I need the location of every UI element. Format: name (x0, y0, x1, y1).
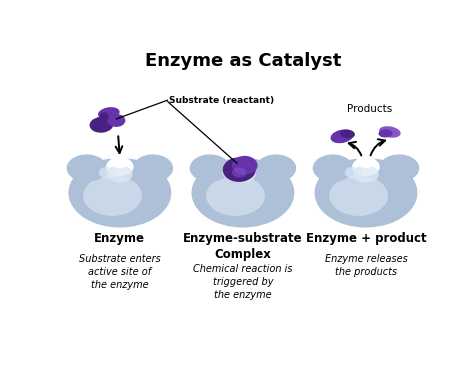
Ellipse shape (330, 129, 354, 143)
Ellipse shape (232, 167, 246, 177)
Text: Substrate (reactant): Substrate (reactant) (169, 96, 274, 105)
Text: shutterstock·: shutterstock· (14, 358, 109, 371)
Ellipse shape (223, 157, 256, 182)
Ellipse shape (313, 155, 353, 182)
Text: Substrate enters
active site of
the enzyme: Substrate enters active site of the enzy… (79, 253, 161, 290)
Ellipse shape (234, 154, 252, 168)
Ellipse shape (66, 155, 107, 182)
Ellipse shape (315, 158, 418, 227)
Ellipse shape (256, 155, 296, 182)
Ellipse shape (68, 158, 171, 227)
Ellipse shape (379, 129, 392, 138)
Ellipse shape (230, 165, 256, 183)
Text: Enzyme as Catalyst: Enzyme as Catalyst (145, 52, 341, 70)
Text: Enzyme-substrate
Complex: Enzyme-substrate Complex (183, 232, 303, 261)
Ellipse shape (133, 155, 173, 182)
Text: Enzyme releases
the products: Enzyme releases the products (325, 253, 407, 277)
Ellipse shape (191, 158, 294, 227)
Ellipse shape (379, 126, 401, 138)
Text: Enzyme: Enzyme (94, 232, 146, 245)
Ellipse shape (100, 112, 109, 121)
Ellipse shape (107, 165, 133, 183)
Ellipse shape (110, 154, 129, 168)
Ellipse shape (83, 175, 142, 216)
Ellipse shape (98, 107, 119, 119)
Ellipse shape (107, 114, 125, 127)
Ellipse shape (329, 175, 388, 216)
Ellipse shape (206, 175, 265, 216)
Ellipse shape (222, 167, 238, 178)
Ellipse shape (340, 130, 355, 138)
Ellipse shape (190, 155, 230, 182)
Text: Enzyme + product: Enzyme + product (306, 232, 426, 245)
Ellipse shape (357, 154, 375, 168)
Ellipse shape (345, 167, 361, 178)
Ellipse shape (99, 167, 115, 178)
Ellipse shape (232, 156, 257, 175)
Ellipse shape (379, 155, 419, 182)
Ellipse shape (229, 157, 257, 176)
Text: Chemical reaction is
triggered by
the enzyme: Chemical reaction is triggered by the en… (193, 264, 292, 300)
Text: Products: Products (347, 105, 392, 114)
Ellipse shape (353, 165, 379, 183)
Ellipse shape (90, 117, 113, 133)
Ellipse shape (106, 157, 134, 176)
Ellipse shape (352, 157, 380, 176)
